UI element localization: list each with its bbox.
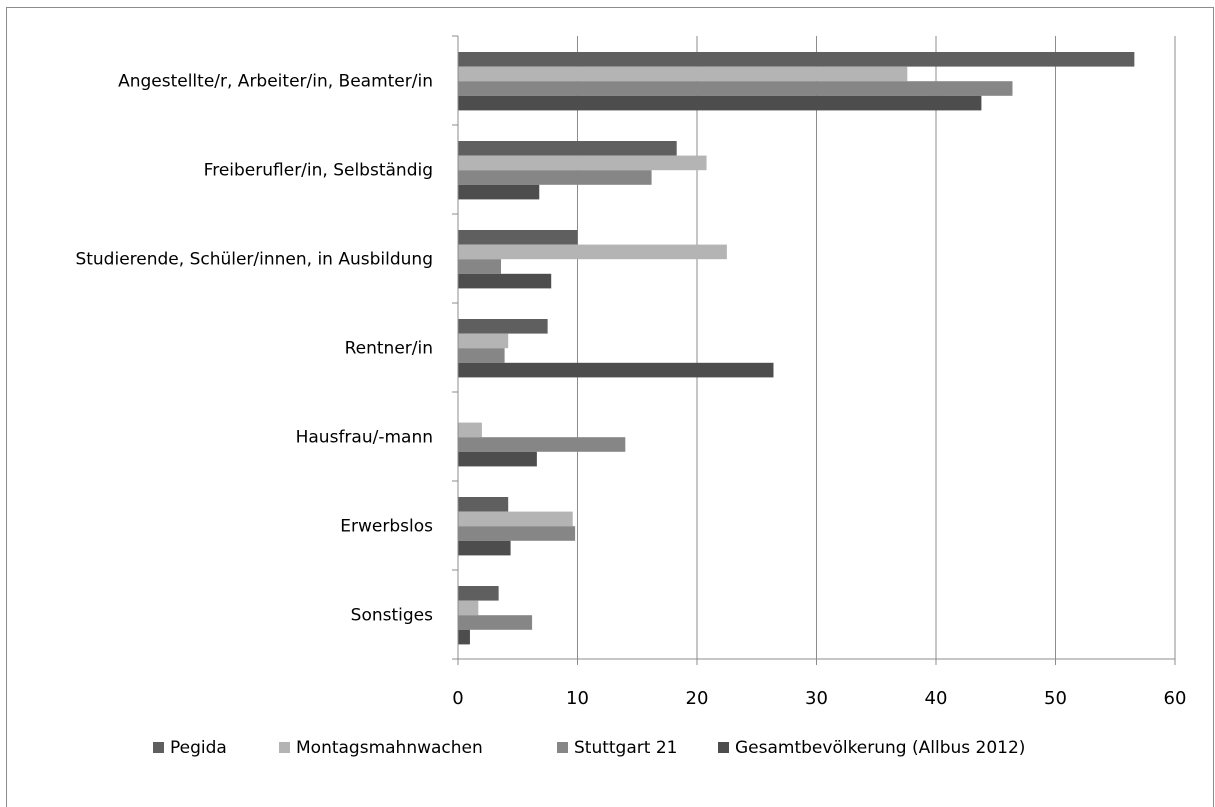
bar [458,333,509,349]
bar [458,526,576,541]
bar [458,273,552,289]
bar [458,615,533,630]
bar [458,259,502,274]
legend-swatch [718,742,729,753]
axes [452,35,1176,665]
bar [458,141,677,156]
bar [458,586,499,601]
bar [458,511,573,527]
bar [458,540,511,556]
bars [458,52,1135,645]
bar [458,362,774,378]
category-label: Erwerbslos [340,517,433,537]
x-tick-label: 30 [805,688,828,709]
category-labels: Angestellte/r, Arbeiter/in, Beamter/in Fr… [75,72,433,626]
bar [458,422,482,438]
bar [458,230,578,245]
legend-swatch [557,742,568,753]
bar [458,348,505,363]
bar [458,184,540,200]
bar [458,437,626,452]
horizontal-bar-chart: Angestellte/r, Arbeiter/in, Beamter/in Fr… [75,35,1186,758]
bar [458,451,537,467]
bar [458,52,1135,67]
legend-label: Gesamtbevölkerung (Allbus 2012) [735,738,1025,758]
x-tick-labels: 0 10 20 30 40 50 60 [452,688,1186,709]
legend-label: Montagsmahnwachen [296,738,483,758]
bar [458,81,1013,96]
bar [458,170,652,185]
legend: Pegida Montagsmahnwachen Stuttgart 21 Gesam… [153,738,1025,758]
x-tick-label: 10 [566,688,589,709]
legend-label: Pegida [170,738,227,758]
bar [458,497,509,512]
legend-swatch [279,742,290,753]
bar [458,600,479,616]
x-tick-label: 20 [686,688,709,709]
x-tick-label: 0 [452,688,463,709]
category-label: Freiberufler/in, Selbständig [204,161,433,181]
chart-frame [6,7,1214,807]
category-label: Rentner/in [345,339,433,359]
category-label: Studierende, Schüler/innen, in Ausbildun… [75,250,433,270]
bar [458,95,982,111]
bar [458,244,727,260]
bar [458,66,908,82]
bar [458,319,548,334]
legend-label: Stuttgart 21 [574,738,677,758]
gridlines [577,36,1176,659]
category-label: Sonstiges [351,606,433,626]
bar [458,155,707,171]
bar [458,629,470,645]
category-label: Hausfrau/-mann [296,428,433,448]
legend-swatch [153,742,164,753]
x-tick-label: 50 [1044,688,1067,709]
x-tick-label: 40 [925,688,948,709]
category-label: Angestellte/r, Arbeiter/in, Beamter/in [118,72,433,92]
x-tick-label: 60 [1164,688,1187,709]
